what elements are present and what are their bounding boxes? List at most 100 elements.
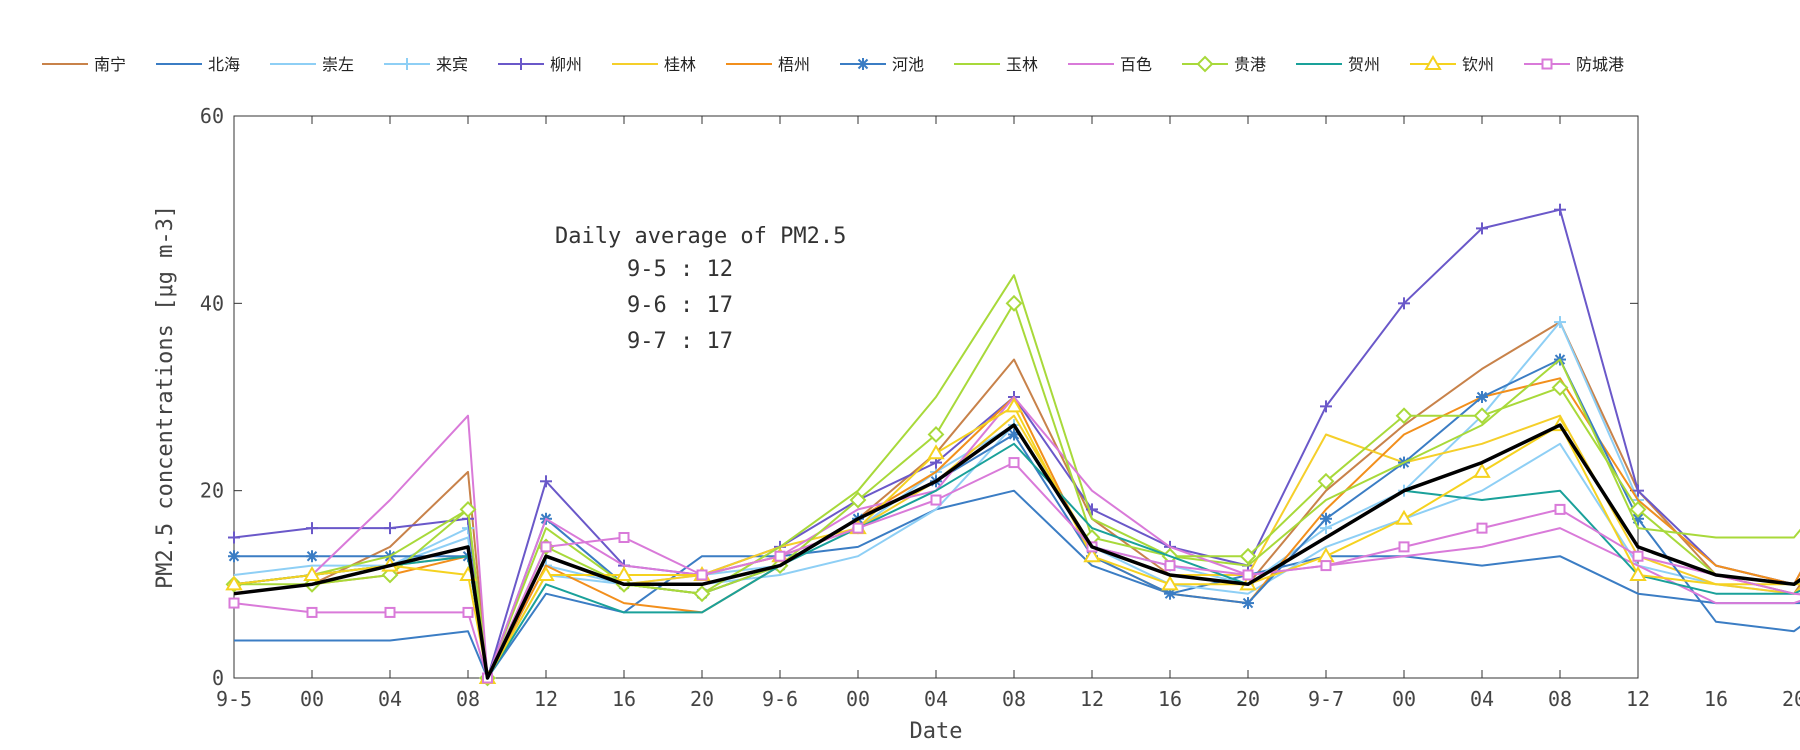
data-point-钦州 — [1473, 462, 1491, 478]
data-point-柳州 — [228, 531, 240, 544]
data-point-防城港 — [696, 569, 708, 581]
x-tick-label: 08 — [1002, 687, 1026, 711]
x-tick-label: 20 — [690, 687, 714, 711]
legend-label-梧州: 梧州 — [778, 55, 810, 74]
data-point-防城港 — [462, 606, 474, 618]
data-point-贵港 — [1005, 294, 1023, 312]
data-point-柳州 — [306, 522, 318, 535]
data-point-柳州 — [1320, 400, 1332, 413]
data-point-钦州 — [225, 575, 243, 591]
data-point-柳州 — [1476, 222, 1488, 235]
series-group — [225, 203, 1800, 687]
data-point-河池 — [306, 550, 318, 563]
data-point-贵港 — [927, 426, 945, 443]
x-tick-label: 9-7 — [1308, 687, 1344, 711]
x-tick-label: 9-6 — [762, 687, 798, 711]
data-point-防城港 — [1554, 503, 1566, 515]
data-point-河池 — [1320, 512, 1332, 525]
legend-marker-防城港 — [1541, 58, 1553, 70]
series-line-百色 — [233, 396, 1800, 679]
data-point-防城港 — [1008, 457, 1020, 469]
x-tick-label: 00 — [1392, 687, 1416, 711]
legend-label-北海: 北海 — [208, 55, 240, 74]
x-tick-label: 20 — [1236, 687, 1260, 711]
data-point-贵港 — [1473, 407, 1491, 425]
series-line-average — [233, 423, 1800, 680]
data-point-河池 — [1476, 391, 1488, 403]
data-point-贵港 — [1395, 407, 1413, 425]
data-point-钦州 — [1161, 575, 1179, 591]
data-point-防城港 — [384, 606, 396, 618]
data-point-防城港 — [540, 541, 552, 553]
x-tick-label: 9-5 — [216, 687, 252, 711]
legend-marker-柳州 — [515, 58, 527, 70]
data-point-贵港 — [1239, 547, 1257, 565]
data-point-防城港 — [930, 494, 942, 506]
data-point-防城港 — [1242, 569, 1254, 581]
legend-label-贵港: 贵港 — [1234, 55, 1266, 74]
data-point-防城港 — [852, 522, 864, 534]
data-point-钦州 — [303, 565, 321, 581]
data-point-柳州 — [384, 522, 396, 535]
data-point-钦州 — [927, 444, 945, 460]
data-point-来宾 — [1554, 316, 1566, 329]
data-point-柳州 — [1554, 203, 1566, 216]
legend-marker-贵港 — [1196, 55, 1214, 73]
data-point-钦州 — [1395, 509, 1413, 525]
data-point-防城港 — [1164, 560, 1176, 572]
data-point-贵港 — [1629, 500, 1647, 518]
data-point-柳州 — [540, 475, 552, 488]
x-tick-label: 16 — [1158, 687, 1182, 711]
data-point-防城港 — [1398, 541, 1410, 553]
legend-label-来宾: 来宾 — [436, 55, 468, 74]
legend-marker-钦州 — [1424, 55, 1442, 70]
y-tick-label: 60 — [200, 104, 224, 128]
x-tick-label: 04 — [378, 687, 402, 711]
data-point-钦州 — [1005, 397, 1023, 413]
annotation-line: 9-5 : 12 — [627, 257, 733, 282]
legend-label-贺州: 贺州 — [1348, 55, 1380, 74]
data-point-防城港 — [228, 597, 240, 609]
data-point-河池 — [1242, 597, 1254, 610]
data-point-贵港 — [1551, 379, 1569, 397]
data-point-贵港 — [849, 491, 867, 509]
data-point-钦州 — [615, 565, 633, 581]
data-point-防城港 — [1476, 522, 1488, 534]
x-tick-label: 12 — [534, 687, 558, 711]
y-tick-label: 40 — [200, 291, 224, 315]
data-point-防城港 — [618, 532, 630, 543]
x-tick-label: 04 — [1470, 687, 1494, 711]
x-tick-label: 20 — [1782, 687, 1800, 711]
data-point-防城港 — [1320, 560, 1332, 572]
y-tick-label: 0 — [212, 666, 224, 690]
data-point-贵港 — [1317, 472, 1335, 490]
x-axis-label: Date — [910, 719, 963, 744]
legend-marker-来宾 — [401, 58, 413, 70]
legend-marker-河池 — [857, 58, 869, 70]
data-point-柳州 — [1632, 484, 1644, 497]
legend-label-河池: 河池 — [892, 55, 924, 74]
x-tick-label: 16 — [612, 687, 636, 711]
data-point-柳州 — [1398, 297, 1410, 310]
x-tick-label: 04 — [924, 687, 948, 711]
data-point-河池 — [1164, 587, 1176, 600]
x-tick-label: 08 — [456, 687, 480, 711]
x-tick-label: 16 — [1704, 687, 1728, 711]
x-tick-label: 00 — [300, 687, 324, 711]
legend-label-南宁: 南宁 — [94, 55, 126, 74]
data-point-贵港 — [693, 585, 711, 603]
legend-label-柳州: 柳州 — [550, 55, 582, 74]
legend-label-百色: 百色 — [1120, 55, 1152, 74]
legend-label-钦州: 钦州 — [1462, 55, 1494, 74]
annotation-title: Daily average of PM2.5 — [555, 224, 846, 249]
data-point-防城港 — [1632, 550, 1644, 562]
data-point-钦州 — [537, 565, 555, 581]
y-tick-label: 20 — [200, 479, 224, 503]
annotation-line: 9-7 : 17 — [627, 329, 733, 354]
legend-label-崇左: 崇左 — [322, 55, 354, 74]
x-tick-label: 08 — [1548, 687, 1572, 711]
data-point-河池 — [228, 550, 240, 563]
data-point-防城港 — [774, 550, 786, 562]
